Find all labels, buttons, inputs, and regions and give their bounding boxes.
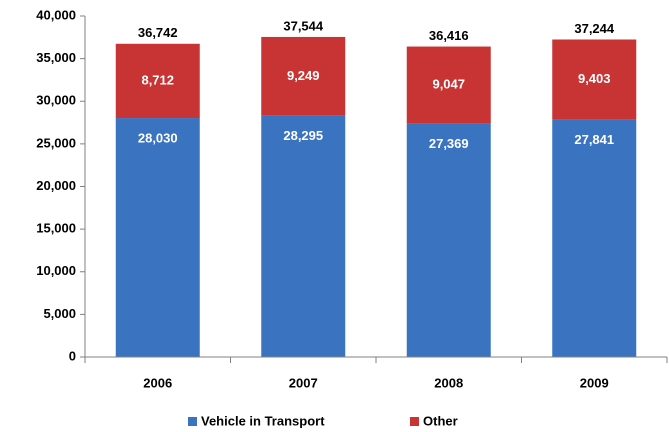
value-label: 28,295: [283, 128, 323, 143]
bar-segment: [406, 123, 491, 357]
value-label: 28,030: [138, 130, 178, 145]
y-tick-label: 0: [69, 348, 76, 363]
bar-segment: [261, 36, 346, 116]
bar-segment: [552, 119, 637, 357]
y-tick-label: 40,000: [36, 7, 76, 22]
bar-segment: [115, 118, 200, 357]
y-tick-label: 25,000: [36, 135, 76, 150]
x-tick-label: 2009: [580, 375, 609, 390]
y-tick-label: 30,000: [36, 93, 76, 108]
bar-segment: [406, 46, 491, 124]
legend-label: Other: [423, 413, 458, 428]
value-label: 9,047: [432, 77, 465, 92]
value-label: 9,249: [287, 68, 320, 83]
y-tick-label: 35,000: [36, 50, 76, 65]
bar-segment: [552, 39, 637, 120]
y-tick-label: 20,000: [36, 178, 76, 193]
value-label: 9,403: [578, 71, 611, 86]
bar-segment: [261, 115, 346, 357]
bar-segment: [115, 43, 200, 119]
y-tick-label: 15,000: [36, 221, 76, 236]
legend-swatch: [188, 417, 197, 426]
total-label: 36,742: [138, 25, 178, 40]
value-label: 27,369: [429, 136, 469, 151]
x-tick-label: 2008: [434, 375, 463, 390]
y-tick-label: 5,000: [43, 306, 76, 321]
total-label: 37,244: [574, 21, 615, 36]
legend-label: Vehicle in Transport: [201, 413, 325, 428]
value-label: 8,712: [141, 72, 174, 87]
value-label: 27,841: [574, 132, 614, 147]
total-label: 37,544: [283, 18, 324, 33]
x-tick-label: 2006: [143, 375, 172, 390]
legend-swatch: [410, 417, 419, 426]
y-tick-label: 10,000: [36, 263, 76, 278]
x-tick-label: 2007: [289, 375, 318, 390]
total-label: 36,416: [429, 28, 469, 43]
